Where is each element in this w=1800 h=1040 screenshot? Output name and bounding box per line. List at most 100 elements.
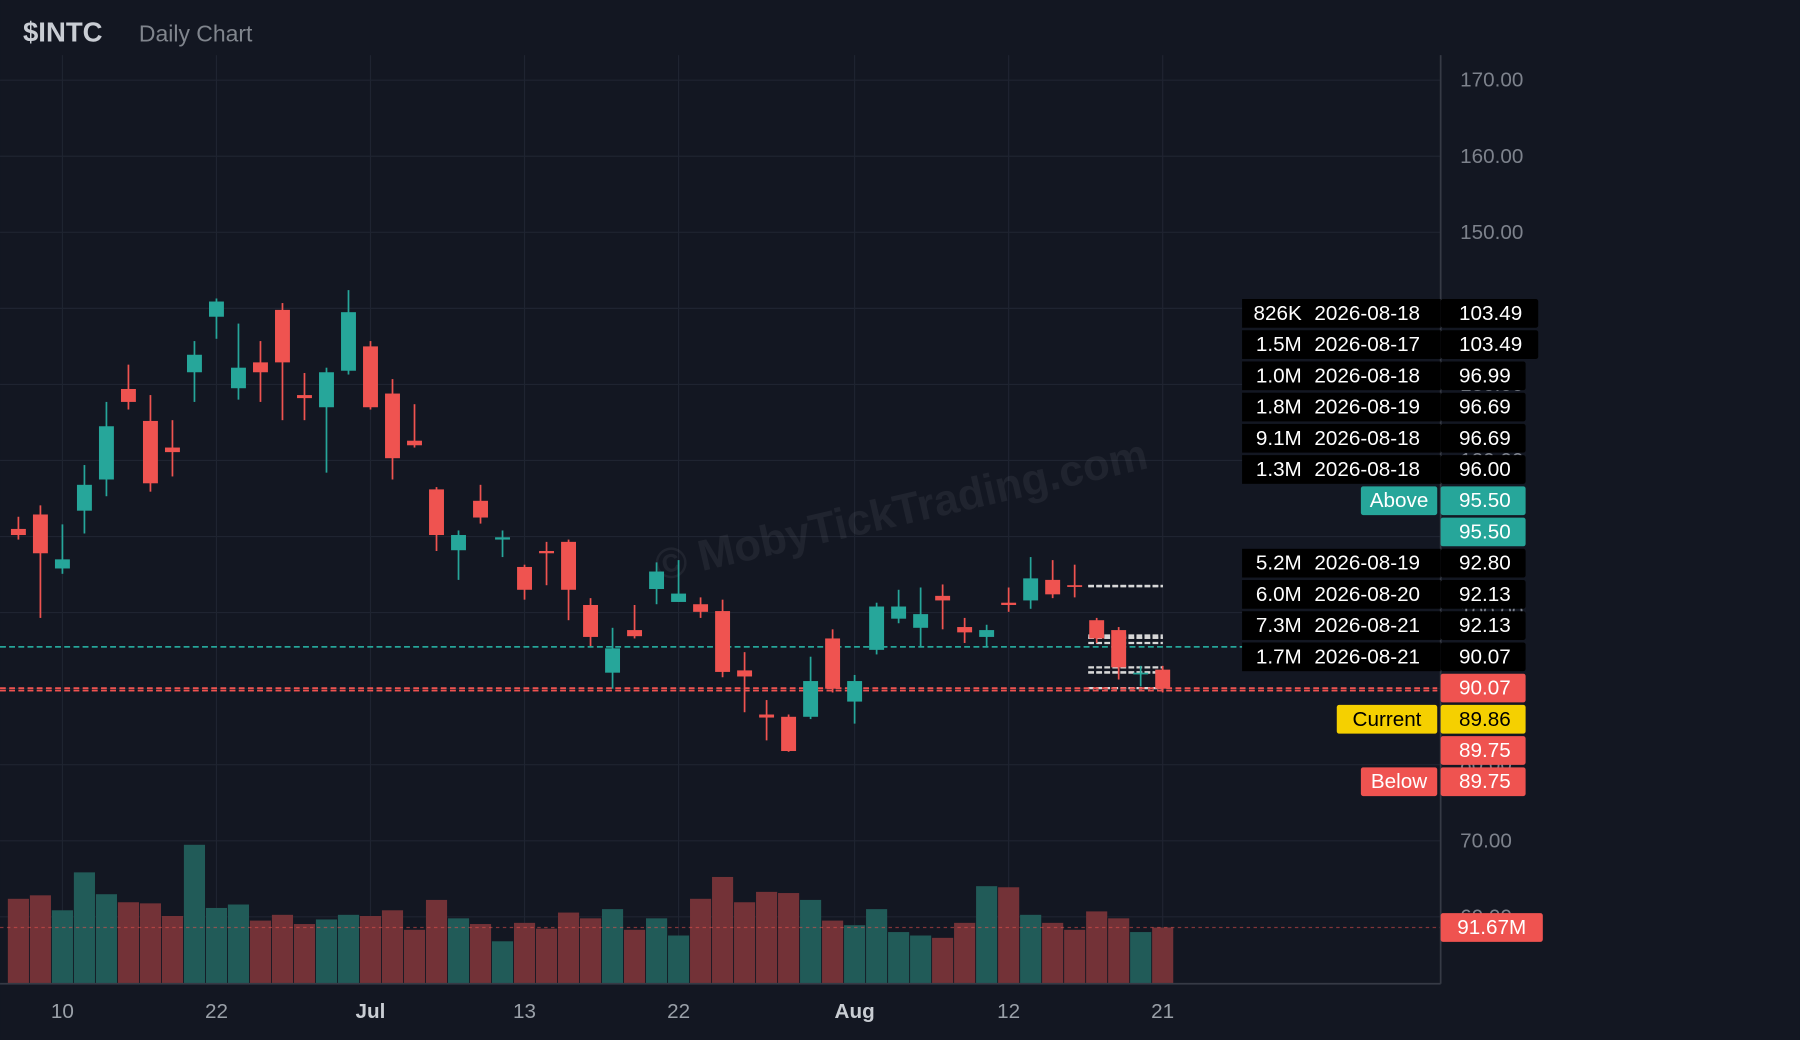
level-price: 90.07 [1459, 677, 1511, 700]
candle-body [1067, 585, 1083, 587]
level-info-box [1242, 299, 1441, 328]
level-tag-box [1360, 486, 1438, 516]
candle-body [869, 606, 885, 650]
level-price: 89.75 [1459, 739, 1511, 762]
volume-bar [1130, 932, 1152, 984]
level-date: 2026-08-18 [1314, 302, 1420, 325]
chart-subtitle: Daily Chart [139, 20, 253, 46]
candle-body [979, 630, 995, 637]
level-price: 103.49 [1459, 302, 1522, 325]
candle-body [715, 611, 731, 672]
candle-body [275, 309, 290, 363]
level-price-box [1440, 642, 1526, 672]
candle-body [1023, 578, 1039, 601]
candle-body [891, 606, 907, 619]
volume-bar [1020, 914, 1042, 984]
candle-body [825, 638, 841, 689]
volume-bar [954, 922, 976, 984]
volume-bar [249, 920, 272, 984]
level-tag: Current [1353, 708, 1422, 731]
level-price: 96.99 [1459, 364, 1511, 387]
candle-body [32, 514, 48, 554]
candle-body [253, 362, 268, 373]
volume-bar [95, 894, 117, 984]
level-volume: 1.5M [1256, 333, 1302, 356]
level-price: 92.80 [1459, 552, 1511, 575]
level-price: 90.07 [1459, 645, 1511, 668]
volume-bar [976, 886, 998, 984]
level-price-box [1440, 517, 1526, 547]
volume-bar [1042, 922, 1064, 984]
volume-bar [1108, 918, 1130, 984]
volume-bar [668, 935, 690, 984]
volume-bar [513, 922, 536, 984]
level-price: 92.13 [1459, 583, 1511, 606]
y-tick-label: 160.00 [1460, 145, 1523, 168]
x-tick-label: 21 [1151, 1000, 1174, 1023]
y-tick-label: 70.00 [1460, 829, 1512, 852]
candle-body [297, 395, 312, 399]
volume-bar [844, 925, 866, 984]
level-price-box [1440, 704, 1526, 734]
level-tag: Above [1370, 489, 1429, 512]
level-info-box [1242, 611, 1441, 640]
candle-body [451, 535, 466, 551]
volume-bar [425, 899, 448, 984]
candle-body [803, 681, 819, 717]
candle-body [913, 614, 929, 628]
level-price-box [1440, 611, 1526, 640]
candle-body [737, 670, 753, 677]
level-info-box [1242, 642, 1441, 672]
level-price-box [1440, 455, 1526, 484]
x-tick-label: 12 [997, 1000, 1020, 1023]
level-volume: 9.1M [1256, 427, 1302, 450]
level-price-box [1440, 330, 1539, 359]
level-info-box [1242, 330, 1441, 359]
level-price: 96.69 [1459, 396, 1511, 419]
volume-bar [381, 910, 404, 984]
level-price: 89.86 [1459, 708, 1511, 731]
candle-body [495, 537, 510, 540]
volume-bar [205, 907, 228, 984]
level-date: 2026-08-18 [1314, 458, 1420, 481]
level-volume: 5.2M [1256, 552, 1302, 575]
level-volume: 1.3M [1256, 458, 1302, 481]
level-volume: 1.8M [1256, 396, 1302, 419]
level-labels: 91.67M 826K 2026-08-18 103.49 1.5M 2026-08-17… [1242, 299, 1543, 942]
level-price-box [1440, 580, 1526, 609]
level-price: 96.69 [1459, 427, 1511, 450]
volume-bar [139, 903, 162, 984]
volume-bar [932, 937, 954, 984]
candle-body [407, 440, 422, 446]
candle-body [759, 714, 775, 718]
volume-bar [888, 932, 910, 984]
candle-body [1001, 602, 1017, 605]
candles [10, 290, 1171, 752]
level-date: 2026-08-18 [1314, 427, 1420, 450]
level-volume: 7.3M [1256, 614, 1302, 637]
candle-body [693, 604, 709, 612]
volume-bar [998, 887, 1020, 984]
volume-bar [557, 912, 580, 984]
level-volume: 826K [1254, 302, 1302, 325]
level-date: 2026-08-21 [1314, 645, 1420, 668]
level-price-box [1440, 736, 1526, 765]
candle-body [605, 648, 621, 673]
volume-bar [469, 924, 492, 984]
chart-title: $INTC [23, 17, 103, 48]
volume-bar [623, 929, 646, 984]
level-price-box [1440, 486, 1526, 516]
level-price-box [1440, 299, 1539, 328]
candle-body [142, 420, 158, 484]
candle-body [76, 484, 92, 511]
volume-bar [1064, 929, 1086, 984]
candle-body [781, 716, 797, 752]
candle-body [1089, 620, 1105, 639]
y-tick-label: 150.00 [1460, 221, 1523, 244]
level-price-box [1440, 392, 1526, 422]
level-volume: 6.0M [1256, 583, 1302, 606]
candle-body [120, 388, 136, 402]
candle-body [473, 500, 488, 518]
level-volume: 1.7M [1256, 645, 1302, 668]
level-date: 2026-08-19 [1314, 552, 1420, 575]
